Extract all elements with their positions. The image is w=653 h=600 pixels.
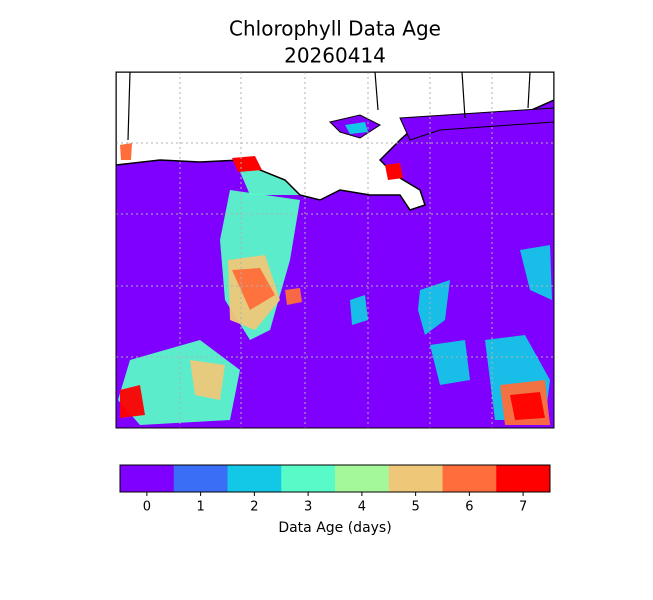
data-patch: [232, 268, 275, 310]
data-patch: [520, 245, 552, 300]
data-patch: [418, 280, 450, 335]
bay: [399, 107, 554, 141]
colorbar-swatch: [227, 465, 282, 492]
data-patch: [510, 392, 545, 420]
data-patch: [350, 295, 368, 325]
colorbar-swatch: [120, 465, 175, 492]
colorbar-swatch: [335, 465, 390, 492]
colorbar-swatch: [173, 465, 228, 492]
data-patch: [118, 340, 240, 425]
colorbar-tick-label: 7: [519, 500, 527, 515]
bay: [345, 122, 368, 134]
colorbar: 0 1 2 3 4 5 6 7: [119, 464, 551, 515]
map-frame: [115, 71, 555, 429]
colorbar-swatch: [442, 465, 497, 492]
colorbar-swatch: [281, 465, 336, 492]
colorbar-tick-label: 1: [196, 500, 204, 515]
colorbar-tick-label: 2: [250, 500, 258, 515]
coast-red: [385, 163, 403, 180]
data-patch: [430, 340, 470, 385]
data-patch: [190, 360, 225, 400]
title: Chlorophyll Data Age: [229, 17, 441, 41]
colorbar-swatch: [388, 465, 443, 492]
colorbar-frame: [119, 464, 551, 493]
colorbar-tick-label: 4: [358, 500, 366, 515]
colorbar-tick-label: 3: [304, 500, 312, 515]
subtitle: 20260414: [284, 44, 386, 68]
border: [461, 72, 466, 119]
colorbar-tick-label: 5: [411, 500, 419, 515]
data-patch: [120, 385, 145, 418]
coast-red: [232, 156, 262, 172]
border: [127, 72, 131, 141]
data-patch: [285, 288, 302, 305]
map: [116, 72, 554, 428]
colorbar-tick-label: 0: [143, 500, 151, 515]
colorbar-label: Data Age (days): [278, 520, 391, 536]
colorbar-tick-label: 6: [465, 500, 473, 515]
border: [374, 72, 379, 111]
colorbar-swatch: [496, 465, 551, 492]
coast-red: [120, 143, 132, 160]
border: [527, 72, 531, 109]
